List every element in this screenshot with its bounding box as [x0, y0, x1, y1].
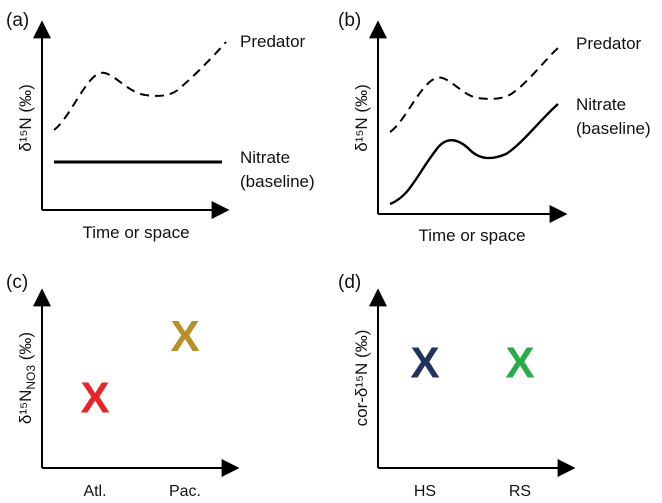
panel-b-predator-curve: [389, 47, 559, 133]
panel-b-predator-label: Predator: [576, 34, 642, 53]
panel-a-nitrate-label: Nitrate: [240, 148, 290, 167]
panel-c-marker-atl: X: [80, 374, 109, 423]
panel-b-nitrate-curve: [389, 103, 559, 206]
panel-c-label: (c): [6, 272, 28, 293]
panel-d-label: (d): [338, 272, 361, 293]
panel-b-x-axis-label: Time or space: [418, 226, 525, 245]
panel-b-baseline-label: (baseline): [576, 119, 651, 138]
panel-a: (a) δ¹⁵N (‰) Time or space Predator Nitr…: [6, 10, 315, 242]
panel-b: (b) δ¹⁵N (‰) Time or space Predator Nitr…: [338, 10, 651, 245]
panel-b-nitrate-label: Nitrate: [576, 95, 626, 114]
panel-a-predator-label: Predator: [240, 32, 306, 51]
panel-c-y-axis-label: δ¹⁵NNO3 (‰): [16, 332, 38, 424]
panel-a-predator-curve: [53, 41, 227, 131]
panel-d-x-ticks: HS RS: [414, 483, 531, 500]
panel-c-x-ticks: Atl. Pac.: [83, 483, 201, 500]
panel-d-x-tick-rs: RS: [509, 483, 531, 500]
panel-c: (c) δ¹⁵NNO3 (‰) XX Atl. Pac.: [6, 272, 240, 500]
panel-a-baseline-label: (baseline): [240, 172, 315, 191]
panel-c-y-axis-label-main: δ¹⁵N: [16, 390, 35, 424]
panel-b-label: (b): [338, 10, 361, 31]
panel-d-marker-rs: X: [505, 338, 534, 387]
panel-c-x-tick-pac: Pac.: [169, 483, 201, 500]
panel-c-x-tick-atl: Atl.: [83, 483, 106, 500]
panel-c-marker-pac: X: [170, 312, 199, 361]
panel-d-x-tick-hs: HS: [414, 483, 436, 500]
panel-c-y-axis-label-unit: (‰): [16, 332, 35, 365]
panel-a-x-axis-label: Time or space: [82, 223, 189, 242]
panel-c-y-axis-label-sub: NO3: [24, 365, 38, 390]
panel-a-y-axis-label: δ¹⁵N (‰): [16, 84, 35, 152]
panel-a-label: (a): [6, 10, 29, 31]
panel-d-marker-hs: X: [410, 338, 439, 387]
panel-b-y-axis-label: δ¹⁵N (‰): [352, 84, 371, 152]
panel-c-marks: XX: [80, 312, 199, 423]
panel-d-y-axis-label: cor-δ¹⁵N (‰): [352, 330, 371, 427]
